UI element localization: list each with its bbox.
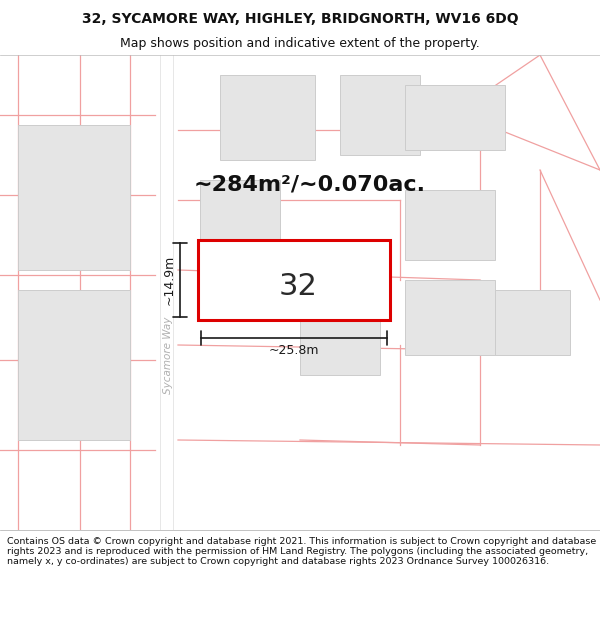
Text: ~14.9m: ~14.9m [163,255,176,305]
Bar [198,240,390,320]
Bar [200,180,280,245]
Bar [18,125,130,270]
Bar [405,280,495,355]
Text: 32: 32 [278,272,317,301]
Text: Contains OS data © Crown copyright and database right 2021. This information is : Contains OS data © Crown copyright and d… [7,537,596,566]
Bar [340,75,420,155]
Text: Map shows position and indicative extent of the property.: Map shows position and indicative extent… [120,38,480,51]
Bar [405,85,505,150]
Bar [220,75,315,160]
Text: Sycamore Way: Sycamore Way [163,316,173,394]
Bar [18,290,130,440]
Bar [495,290,570,355]
Text: ~25.8m: ~25.8m [269,344,319,357]
Bar [405,190,495,260]
Polygon shape [155,55,178,530]
Text: ~284m²/~0.070ac.: ~284m²/~0.070ac. [194,175,426,195]
Bar [300,315,380,375]
Text: 32, SYCAMORE WAY, HIGHLEY, BRIDGNORTH, WV16 6DQ: 32, SYCAMORE WAY, HIGHLEY, BRIDGNORTH, W… [82,12,518,26]
